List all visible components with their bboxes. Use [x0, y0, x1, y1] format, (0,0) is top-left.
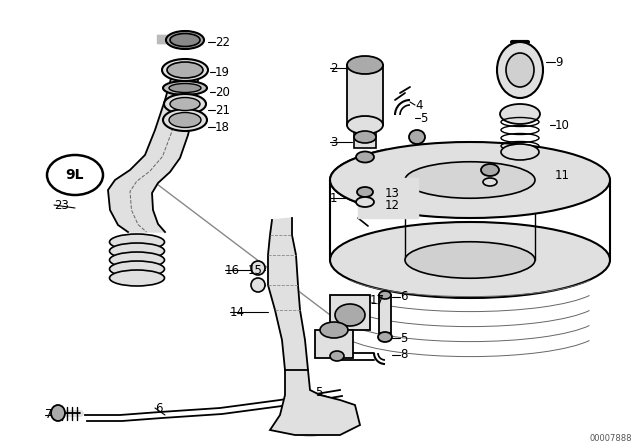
Text: 23: 23	[54, 198, 69, 211]
Ellipse shape	[330, 351, 344, 361]
Text: 6: 6	[400, 290, 408, 303]
Ellipse shape	[169, 112, 201, 128]
Ellipse shape	[109, 234, 164, 250]
Text: 00007888: 00007888	[590, 434, 632, 443]
Bar	[330, 295, 370, 330]
Ellipse shape	[251, 278, 265, 292]
Ellipse shape	[166, 31, 204, 49]
Ellipse shape	[109, 261, 164, 277]
Ellipse shape	[356, 197, 374, 207]
Ellipse shape	[51, 405, 65, 421]
Text: 2: 2	[330, 61, 337, 74]
Polygon shape	[157, 35, 197, 43]
Ellipse shape	[481, 164, 499, 176]
Text: 1: 1	[330, 191, 337, 204]
Text: 19: 19	[215, 65, 230, 78]
Text: 17: 17	[370, 293, 385, 306]
Ellipse shape	[347, 56, 383, 74]
Ellipse shape	[330, 142, 610, 218]
Ellipse shape	[483, 178, 497, 186]
Ellipse shape	[164, 94, 206, 114]
Text: 10: 10	[555, 119, 570, 132]
Ellipse shape	[251, 261, 265, 275]
Text: 8: 8	[400, 349, 408, 362]
Ellipse shape	[330, 222, 610, 298]
Ellipse shape	[162, 59, 208, 81]
Ellipse shape	[167, 62, 203, 78]
Bar	[347, 65, 383, 125]
Text: 5: 5	[420, 112, 428, 125]
Ellipse shape	[357, 187, 373, 197]
Ellipse shape	[378, 332, 392, 342]
Text: 21: 21	[215, 103, 230, 116]
Ellipse shape	[379, 291, 391, 299]
Ellipse shape	[163, 109, 207, 131]
Text: 4: 4	[415, 99, 422, 112]
Text: 13: 13	[385, 186, 400, 199]
Ellipse shape	[109, 243, 164, 259]
Bar	[379, 295, 391, 333]
Ellipse shape	[109, 252, 164, 268]
Ellipse shape	[500, 104, 540, 124]
Ellipse shape	[405, 162, 535, 198]
Text: 18: 18	[215, 121, 230, 134]
Bar	[354, 130, 376, 148]
Ellipse shape	[109, 270, 164, 286]
Ellipse shape	[354, 131, 376, 143]
Text: 12: 12	[385, 198, 400, 211]
Text: 7: 7	[45, 409, 52, 422]
Polygon shape	[108, 75, 198, 232]
Text: 22: 22	[215, 35, 230, 48]
Text: 5: 5	[315, 387, 323, 400]
Ellipse shape	[347, 116, 383, 134]
Ellipse shape	[409, 130, 425, 144]
Ellipse shape	[170, 34, 200, 47]
Polygon shape	[268, 218, 308, 370]
Polygon shape	[358, 178, 418, 218]
Ellipse shape	[506, 53, 534, 87]
Text: 16: 16	[225, 263, 240, 276]
Ellipse shape	[169, 83, 201, 92]
Text: 9: 9	[555, 56, 563, 69]
Ellipse shape	[335, 304, 365, 326]
Ellipse shape	[170, 98, 200, 111]
Text: 11: 11	[555, 168, 570, 181]
Text: 5: 5	[400, 332, 408, 345]
Bar	[315, 330, 353, 358]
Ellipse shape	[163, 81, 207, 95]
Polygon shape	[270, 370, 360, 435]
Ellipse shape	[501, 144, 539, 160]
Text: 9L: 9L	[66, 168, 84, 182]
Text: 15: 15	[248, 263, 263, 276]
Ellipse shape	[405, 242, 535, 278]
Ellipse shape	[47, 155, 103, 195]
Text: 3: 3	[330, 135, 337, 148]
Ellipse shape	[356, 151, 374, 163]
Ellipse shape	[497, 42, 543, 98]
Text: 20: 20	[215, 86, 230, 99]
Ellipse shape	[320, 322, 348, 338]
Text: 14: 14	[230, 306, 245, 319]
Text: 6: 6	[155, 401, 163, 414]
